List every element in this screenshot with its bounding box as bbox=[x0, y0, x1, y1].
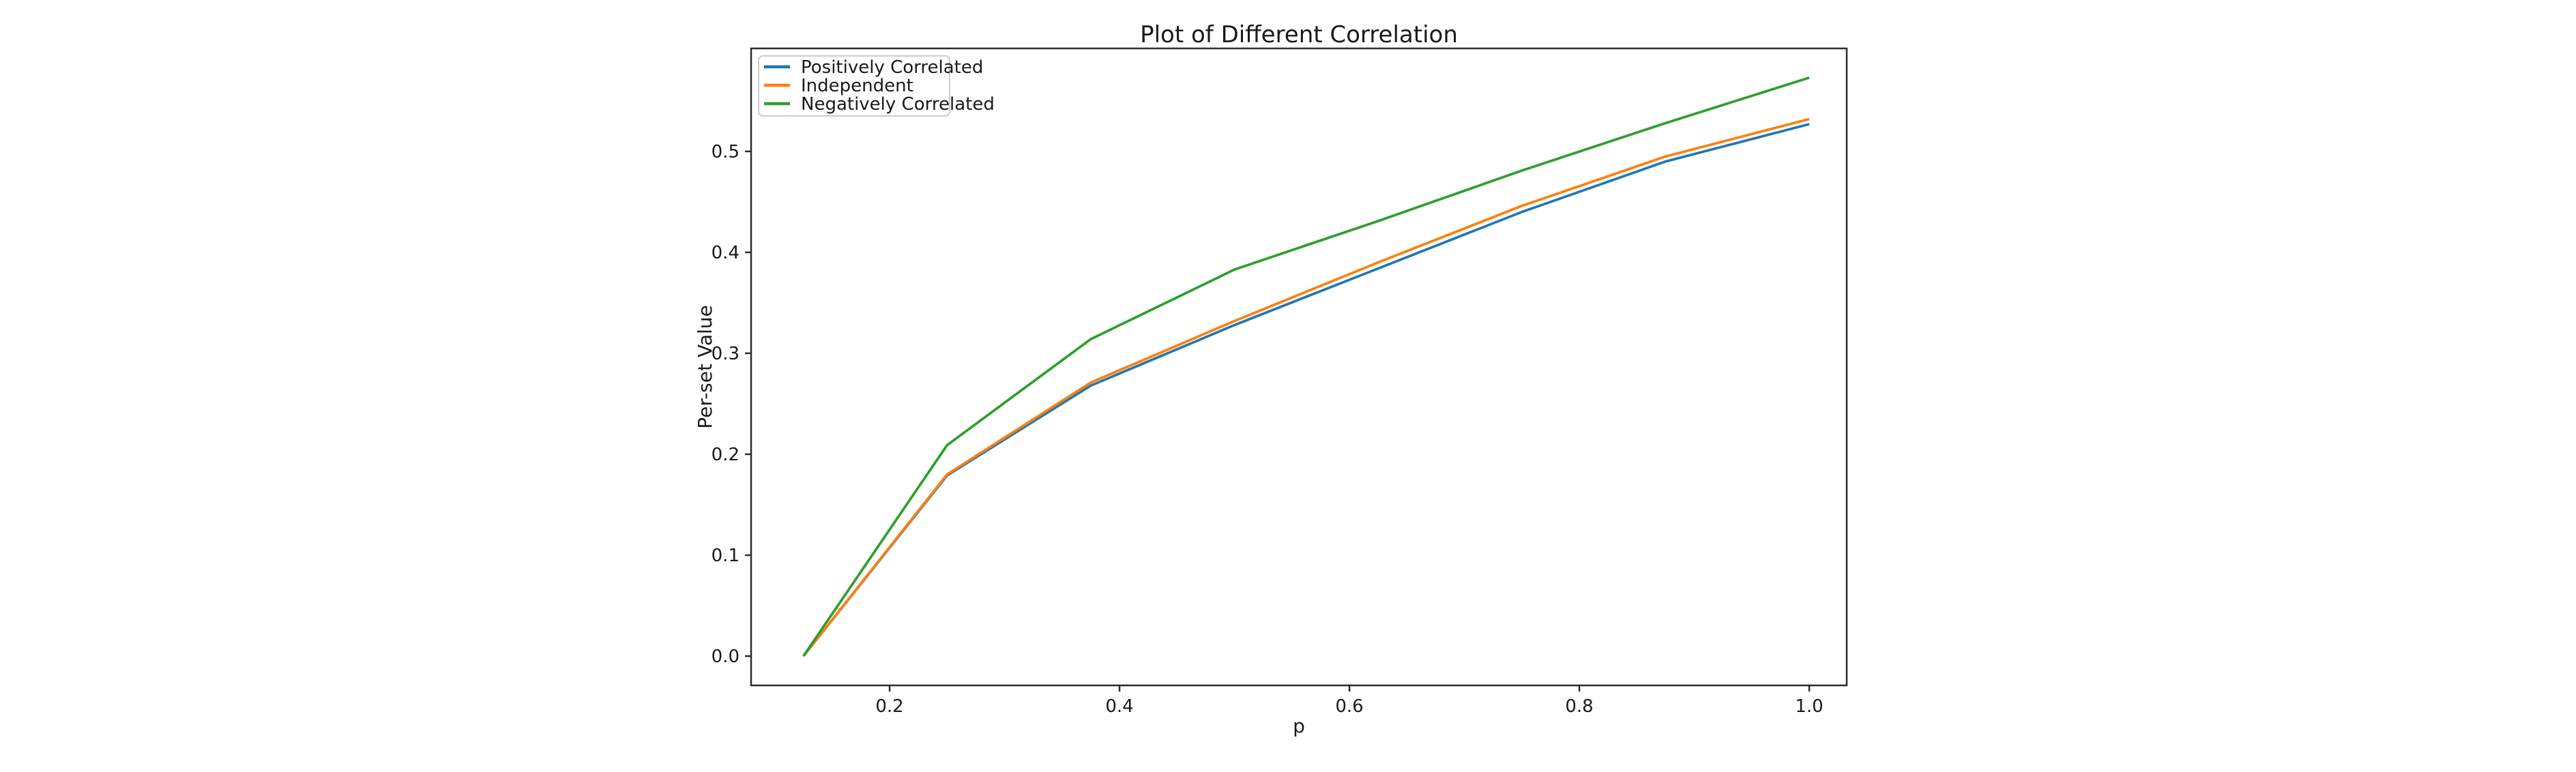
y-tick-label: 0.0 bbox=[712, 647, 740, 667]
legend-item: Positively Correlated bbox=[764, 57, 983, 78]
y-axis-label: Per-set Value bbox=[694, 305, 716, 429]
x-axis-label: p bbox=[1293, 715, 1305, 737]
series-lines bbox=[802, 76, 1810, 657]
series-line-negatively-correlated bbox=[802, 76, 1810, 657]
x-tick-label: 0.8 bbox=[1565, 696, 1593, 717]
plot-area bbox=[750, 47, 1848, 687]
chart-title: Plot of Different Correlation bbox=[1140, 21, 1458, 48]
x-tick-label: 0.6 bbox=[1335, 696, 1363, 717]
legend: Positively CorrelatedIndependentNegative… bbox=[758, 55, 995, 117]
y-tick-label: 0.3 bbox=[712, 344, 740, 364]
legend-item-label: Positively Correlated bbox=[801, 57, 983, 78]
y-tick-label: 0.2 bbox=[712, 445, 740, 465]
legend-item-label: Negatively Correlated bbox=[801, 94, 995, 115]
series-line-positively-correlated bbox=[802, 123, 1810, 657]
y-tick-label: 0.1 bbox=[712, 546, 740, 566]
x-axis-ticks: 0.2 0.4 0.6 0.8 1.0 bbox=[875, 685, 1824, 717]
x-tick-label: 0.4 bbox=[1105, 696, 1133, 717]
legend-item: Negatively Correlated bbox=[764, 94, 995, 115]
y-axis-ticks: 0.0 0.1 0.2 0.3 0.4 0.5 bbox=[712, 142, 751, 667]
y-tick-label: 0.4 bbox=[712, 243, 740, 263]
legend-item: Independent bbox=[764, 76, 913, 96]
legend-item-label: Independent bbox=[801, 76, 913, 96]
x-tick-label: 0.2 bbox=[875, 696, 903, 717]
axes-frame bbox=[750, 47, 1848, 687]
legend-box bbox=[758, 55, 950, 117]
series-line-independent bbox=[802, 117, 1810, 657]
y-tick-label: 0.5 bbox=[712, 142, 740, 162]
x-tick-label: 1.0 bbox=[1795, 696, 1823, 717]
